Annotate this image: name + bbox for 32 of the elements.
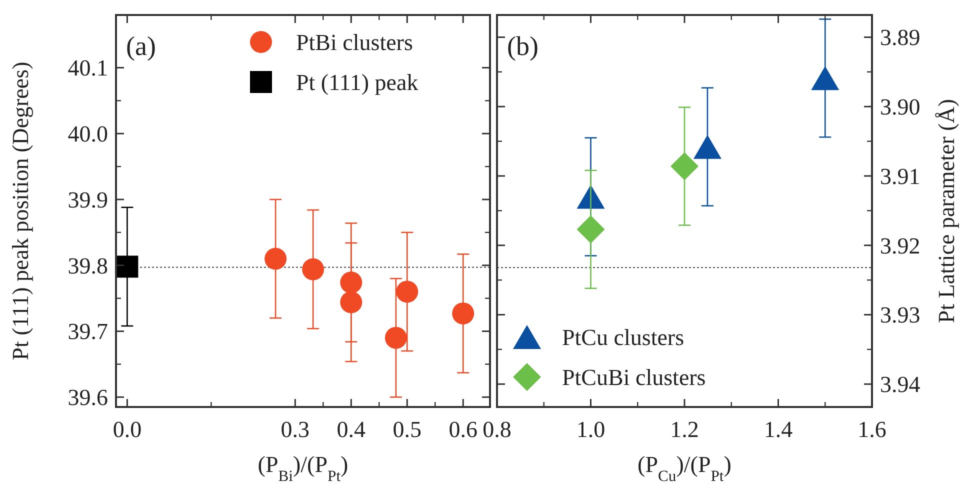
x-tick-label: 0.5 [392, 417, 422, 442]
legend-label: PtCu clusters [562, 325, 684, 350]
x-axis-title: (P$_{Bi}$)/(P$_{Pt}$) [258, 452, 348, 484]
x-tick-label: 0.4 [336, 417, 366, 442]
y2-tick-label: 3.91 [880, 164, 920, 189]
x-tick-label: 1.4 [764, 417, 794, 442]
y-tick-label: 40.0 [68, 122, 108, 147]
y-tick-label: 39.9 [68, 187, 108, 212]
x-axis-title: (P$_{Cu}$)/(P$_{Pt}$) [638, 452, 732, 484]
x-tick-label: 0.0 [112, 417, 142, 442]
x-tick-label: 0.8 [482, 417, 512, 442]
y2-axis-title: Pt Lattice parameter (Å) [934, 98, 959, 324]
y-tick-label: 39.6 [68, 385, 108, 410]
annotation: (b) [507, 31, 538, 61]
x-tick-label: 1.2 [670, 417, 699, 442]
x-tick-label: 0.3 [280, 417, 310, 442]
y-tick-label: 39.8 [68, 253, 108, 278]
annotation: (a) [126, 31, 156, 61]
y2-tick-label: 3.90 [880, 94, 920, 120]
x-tick-label: 1.0 [576, 417, 606, 442]
y-axis-title: Pt (111) peak position (Degrees) [8, 62, 33, 360]
legend-label: PtCuBi clusters [562, 365, 706, 390]
y2-tick-label: 3.89 [880, 25, 920, 50]
legend-label: Pt (111) peak [296, 70, 419, 95]
y2-tick-label: 3.92 [880, 233, 920, 258]
y-tick-label: 40.1 [68, 56, 108, 81]
legend-label: PtBi clusters [296, 30, 413, 55]
y2-tick-label: 3.93 [880, 302, 920, 328]
x-tick-label: 0.6 [448, 417, 478, 442]
y-tick-label: 39.7 [68, 319, 108, 344]
y2-tick-label: 3.94 [880, 372, 921, 398]
x-tick-label: 1.6 [858, 417, 886, 442]
